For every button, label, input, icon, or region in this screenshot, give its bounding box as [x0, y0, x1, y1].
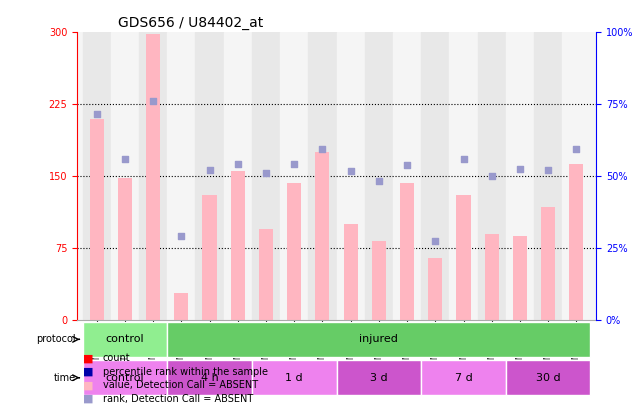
Bar	[569, 164, 583, 320]
Point	[204, 166, 215, 173]
Point	[571, 146, 581, 153]
Text: 1 d: 1 d	[285, 373, 303, 383]
Point	[430, 237, 440, 244]
Bar	[372, 241, 386, 320]
Bar	[231, 171, 245, 320]
Point	[345, 168, 356, 175]
Bar	[315, 152, 329, 320]
Text: ■: ■	[83, 394, 94, 403]
Bar	[83, 32, 111, 320]
Bar	[344, 224, 358, 320]
Point	[148, 98, 158, 105]
FancyBboxPatch shape	[167, 322, 590, 357]
Bar	[421, 32, 449, 320]
Text: injured: injured	[360, 335, 398, 344]
Bar	[308, 32, 337, 320]
Text: ■: ■	[83, 354, 94, 363]
Bar	[118, 178, 132, 320]
Text: count: count	[103, 354, 130, 363]
Bar	[252, 32, 280, 320]
Bar	[287, 183, 301, 320]
Point	[543, 166, 553, 173]
Point	[515, 165, 525, 172]
Bar	[478, 32, 506, 320]
FancyBboxPatch shape	[506, 360, 590, 395]
Bar	[203, 196, 217, 320]
Point	[317, 146, 328, 153]
Text: control: control	[106, 373, 144, 383]
Text: ■: ■	[83, 380, 94, 390]
Bar	[167, 32, 196, 320]
Point	[92, 111, 102, 117]
Bar	[449, 32, 478, 320]
Bar	[196, 32, 224, 320]
Text: 7 d: 7 d	[454, 373, 472, 383]
Bar	[506, 32, 534, 320]
Bar	[111, 32, 139, 320]
Text: ■: ■	[83, 367, 94, 377]
FancyBboxPatch shape	[337, 360, 421, 395]
FancyBboxPatch shape	[83, 322, 167, 357]
Bar	[365, 32, 393, 320]
FancyBboxPatch shape	[252, 360, 337, 395]
Point	[487, 173, 497, 179]
Text: 4 h: 4 h	[201, 373, 219, 383]
Bar	[337, 32, 365, 320]
Point	[120, 156, 130, 162]
Text: control: control	[106, 335, 144, 344]
Text: value, Detection Call = ABSENT: value, Detection Call = ABSENT	[103, 380, 258, 390]
Point	[458, 156, 469, 162]
Bar	[456, 196, 470, 320]
FancyBboxPatch shape	[421, 360, 506, 395]
Text: 3 d: 3 d	[370, 373, 388, 383]
Bar	[428, 258, 442, 320]
Bar	[534, 32, 562, 320]
Bar	[174, 293, 188, 320]
Point	[402, 162, 412, 168]
Text: GDS656 / U84402_at: GDS656 / U84402_at	[119, 16, 263, 30]
Bar	[562, 32, 590, 320]
Bar	[485, 234, 499, 320]
Bar	[513, 236, 527, 320]
Bar	[90, 119, 104, 320]
Bar	[541, 207, 555, 320]
Text: time: time	[53, 373, 76, 383]
Bar	[224, 32, 252, 320]
Text: 30 d: 30 d	[536, 373, 560, 383]
Text: protocol: protocol	[36, 335, 76, 344]
Point	[261, 170, 271, 177]
FancyBboxPatch shape	[167, 360, 252, 395]
FancyBboxPatch shape	[83, 360, 167, 395]
Text: rank, Detection Call = ABSENT: rank, Detection Call = ABSENT	[103, 394, 253, 403]
Bar	[259, 229, 273, 320]
Bar	[400, 183, 414, 320]
Text: percentile rank within the sample: percentile rank within the sample	[103, 367, 267, 377]
Bar	[280, 32, 308, 320]
Bar	[139, 32, 167, 320]
Point	[233, 160, 243, 167]
Point	[176, 232, 187, 239]
Bar	[146, 34, 160, 320]
Point	[374, 178, 384, 184]
Point	[289, 160, 299, 167]
Bar	[393, 32, 421, 320]
